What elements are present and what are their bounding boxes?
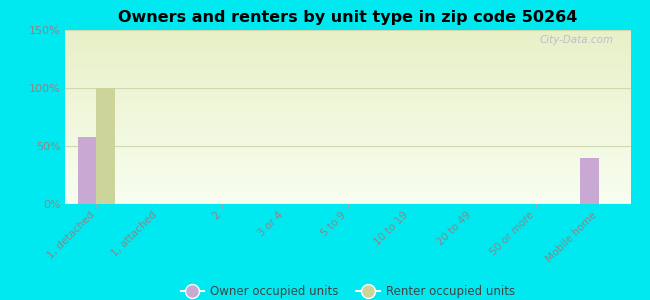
Title: Owners and renters by unit type in zip code 50264: Owners and renters by unit type in zip c…	[118, 10, 577, 25]
Bar	[77, 137, 96, 204]
Bar	[580, 158, 599, 204]
Text: City-Data.com: City-Data.com	[540, 35, 614, 45]
Legend: Owner occupied units, Renter occupied units: Owner occupied units, Renter occupied un…	[176, 280, 519, 300]
Bar	[96, 88, 115, 204]
